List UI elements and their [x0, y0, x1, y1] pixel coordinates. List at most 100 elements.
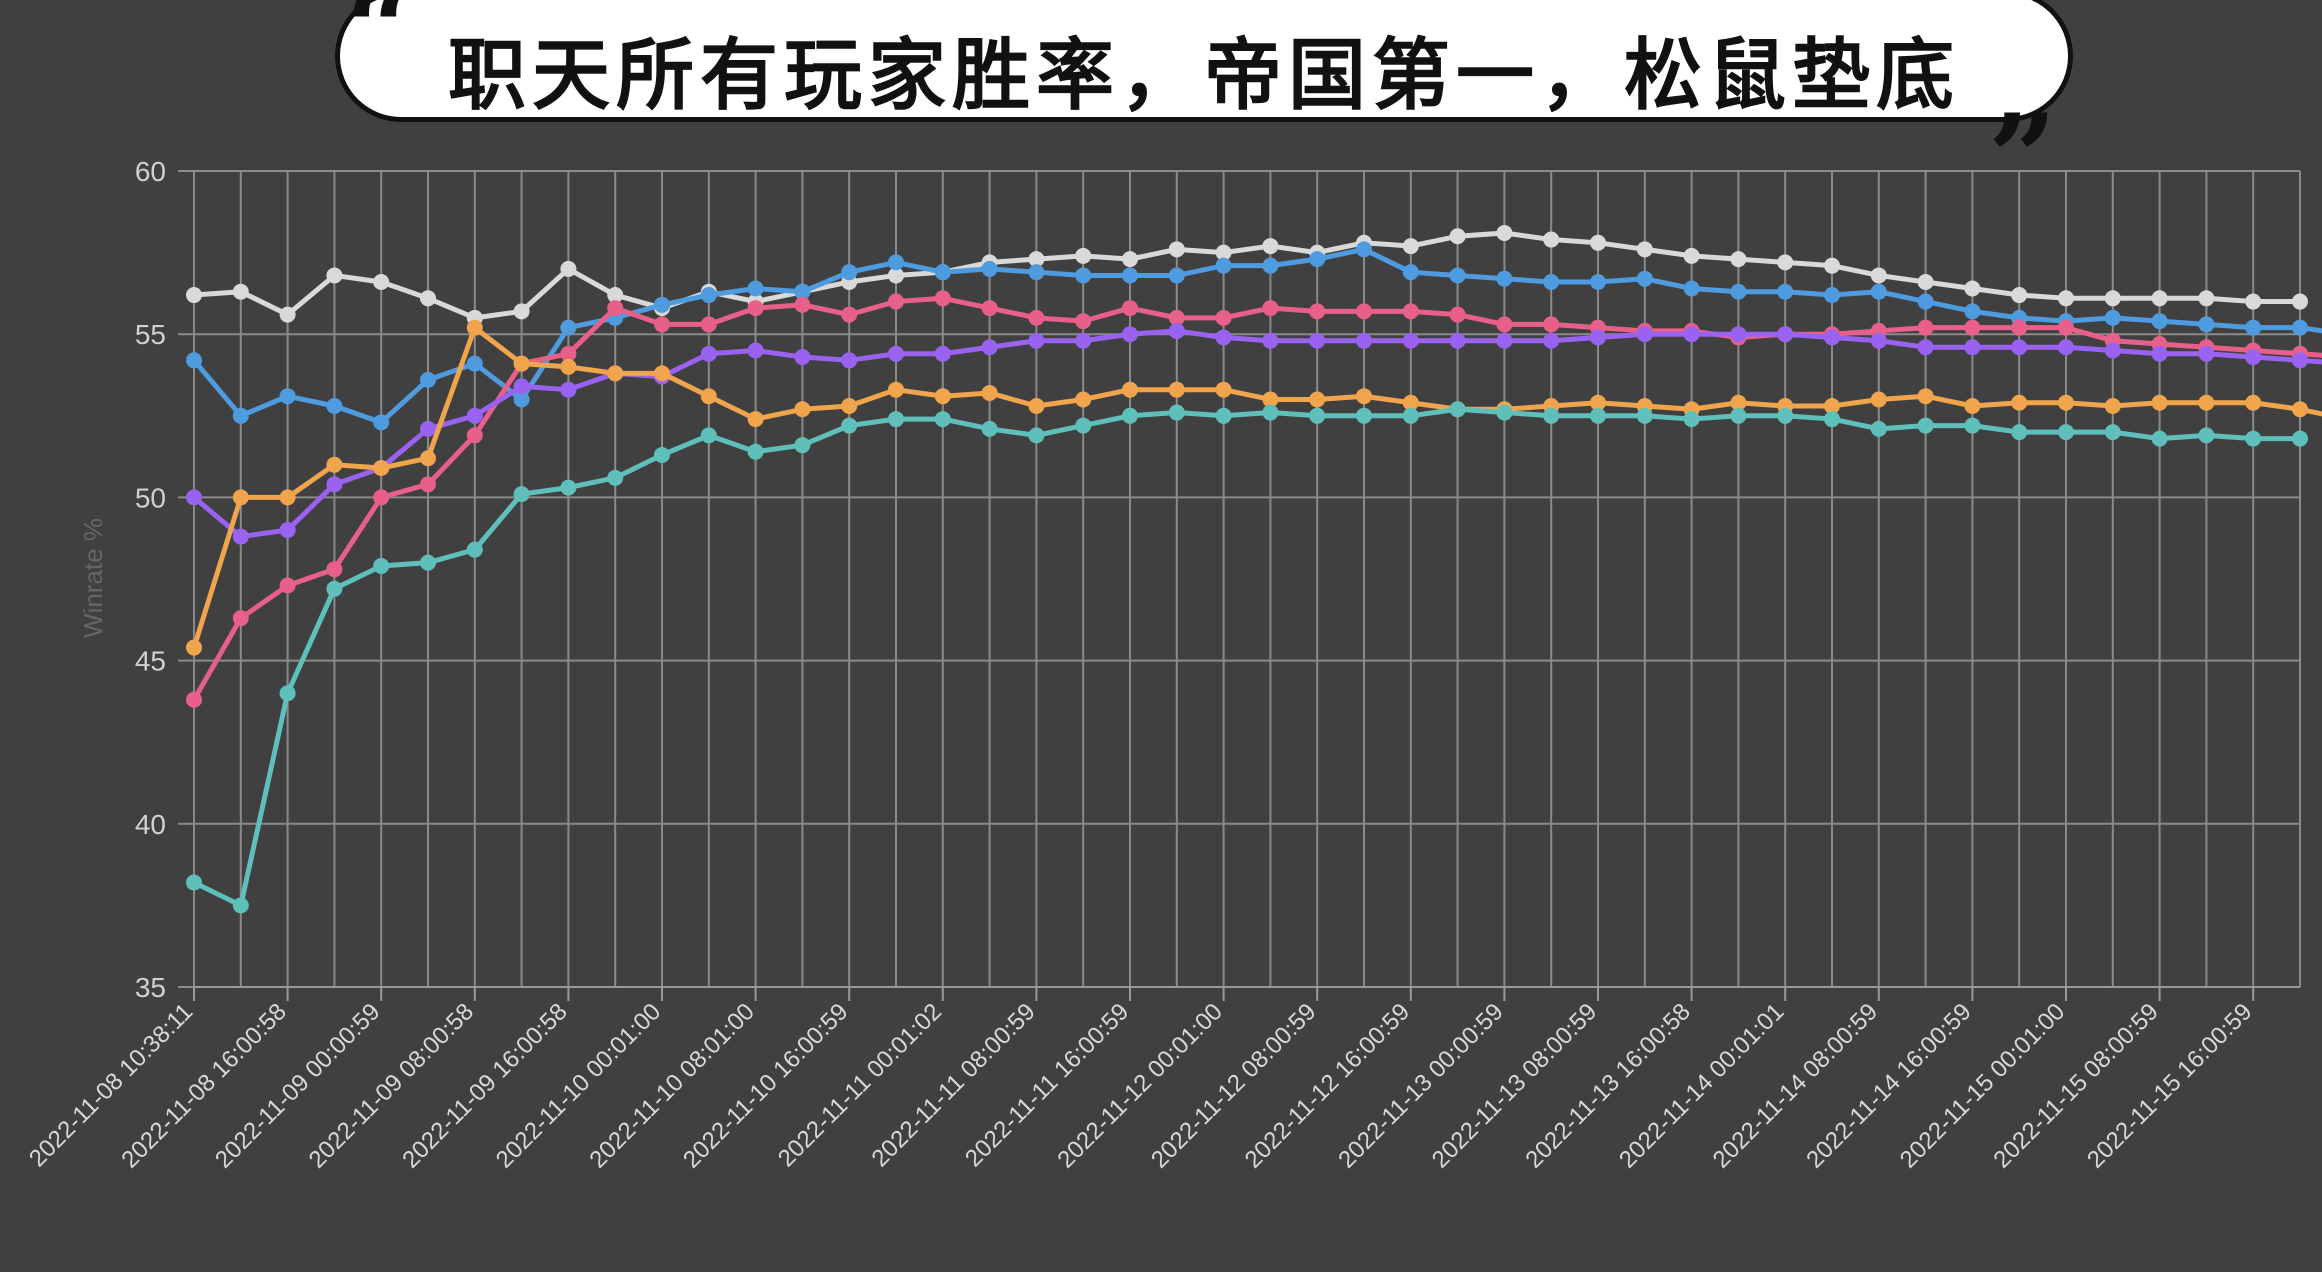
data-point — [326, 561, 343, 578]
data-point — [1636, 326, 1653, 343]
data-point — [2198, 394, 2215, 411]
y-tick-label: 45 — [135, 646, 166, 677]
data-point — [420, 554, 436, 571]
data-point — [466, 427, 483, 444]
data-point — [560, 381, 577, 398]
y-axis-label: Winrate % — [78, 518, 108, 638]
data-point — [1402, 303, 1419, 320]
data-point — [232, 407, 249, 424]
x-tick-label: 2022-11-08 16:00:58 — [116, 998, 291, 1173]
data-point — [2151, 313, 2168, 330]
data-point — [420, 476, 436, 493]
data-point — [1075, 313, 1092, 330]
data-point — [700, 287, 717, 304]
data-point — [1683, 326, 1700, 343]
x-tick-label: 2022-11-12 16:00:59 — [1240, 998, 1415, 1173]
x-tick-label: 2022-11-13 00:00:59 — [1333, 998, 1508, 1173]
data-point — [513, 303, 530, 320]
data-point — [1636, 270, 1653, 287]
x-tick-label: 2022-11-12 08:00:59 — [1146, 998, 1321, 1173]
data-point — [1402, 238, 1419, 255]
data-point — [1730, 251, 1747, 268]
data-point — [888, 254, 904, 271]
data-point — [1075, 391, 1092, 408]
data-point — [2151, 430, 2168, 447]
data-point — [513, 486, 530, 503]
data-point — [1590, 407, 1606, 424]
data-point — [1215, 244, 1232, 261]
y-axis: 35 40 45 50 55 60 — [135, 156, 194, 1003]
data-point — [2011, 319, 2028, 336]
data-point — [1636, 241, 1653, 258]
data-point — [794, 283, 811, 300]
data-point — [326, 398, 343, 415]
data-point — [934, 411, 951, 428]
data-point — [700, 316, 717, 333]
data-point — [466, 355, 483, 372]
data-point — [1449, 228, 1466, 245]
data-point — [513, 391, 530, 408]
data-point — [420, 450, 436, 467]
data-point — [279, 522, 296, 539]
data-point — [1636, 407, 1653, 424]
close-quote-mark: „ — [1990, 19, 2060, 160]
data-point — [934, 290, 951, 307]
data-point — [1449, 306, 1466, 323]
x-tick-label: 2022-11-11 00:01:02 — [773, 998, 947, 1172]
data-point — [747, 280, 764, 297]
x-tick-label: 2022-11-10 08:01:00 — [584, 998, 759, 1173]
data-point — [1543, 231, 1560, 248]
x-tick-label: 2022-11-09 08:00:58 — [304, 998, 479, 1173]
data-point — [747, 300, 764, 317]
data-point — [2058, 319, 2074, 336]
data-point — [326, 456, 343, 473]
data-point — [1917, 339, 1934, 356]
data-point — [654, 316, 670, 333]
data-point — [279, 489, 296, 506]
data-point — [981, 339, 998, 356]
data-point — [2198, 427, 2215, 444]
data-point — [326, 580, 343, 597]
data-point — [841, 306, 858, 323]
data-point — [186, 352, 202, 369]
data-point — [888, 293, 904, 310]
data-point — [981, 384, 998, 401]
data-point — [186, 639, 202, 656]
data-point — [186, 874, 202, 891]
data-point — [1964, 303, 1981, 320]
series-1 — [186, 241, 2322, 431]
data-point — [2245, 349, 2262, 366]
data-point — [1824, 329, 1840, 346]
data-point — [1309, 251, 1326, 268]
data-point — [700, 427, 717, 444]
data-point — [1309, 303, 1326, 320]
data-point — [1870, 332, 1887, 349]
data-point — [607, 469, 624, 486]
data-point — [841, 417, 858, 434]
data-point — [1543, 273, 1560, 290]
data-point — [373, 273, 390, 290]
data-point — [1777, 326, 1794, 343]
data-point — [560, 345, 577, 362]
data-point — [1262, 238, 1279, 255]
data-point — [1262, 404, 1279, 421]
data-point — [1590, 234, 1606, 251]
data-point — [2198, 345, 2215, 362]
data-point — [1543, 332, 1560, 349]
data-point — [794, 437, 811, 454]
data-point — [1824, 398, 1840, 415]
x-tick-label: 2022-11-10 16:00:59 — [678, 998, 853, 1173]
data-point — [1496, 270, 1513, 287]
data-point — [1402, 407, 1419, 424]
data-point — [1870, 267, 1887, 284]
x-tick-label: 2022-11-15 08:00:59 — [1988, 998, 2163, 1173]
data-point — [1870, 283, 1887, 300]
data-point — [232, 528, 249, 545]
data-point — [2104, 398, 2121, 415]
data-point — [1730, 407, 1747, 424]
data-point — [1356, 332, 1372, 349]
data-point — [560, 358, 577, 375]
data-point — [420, 371, 436, 388]
data-point — [1075, 417, 1092, 434]
